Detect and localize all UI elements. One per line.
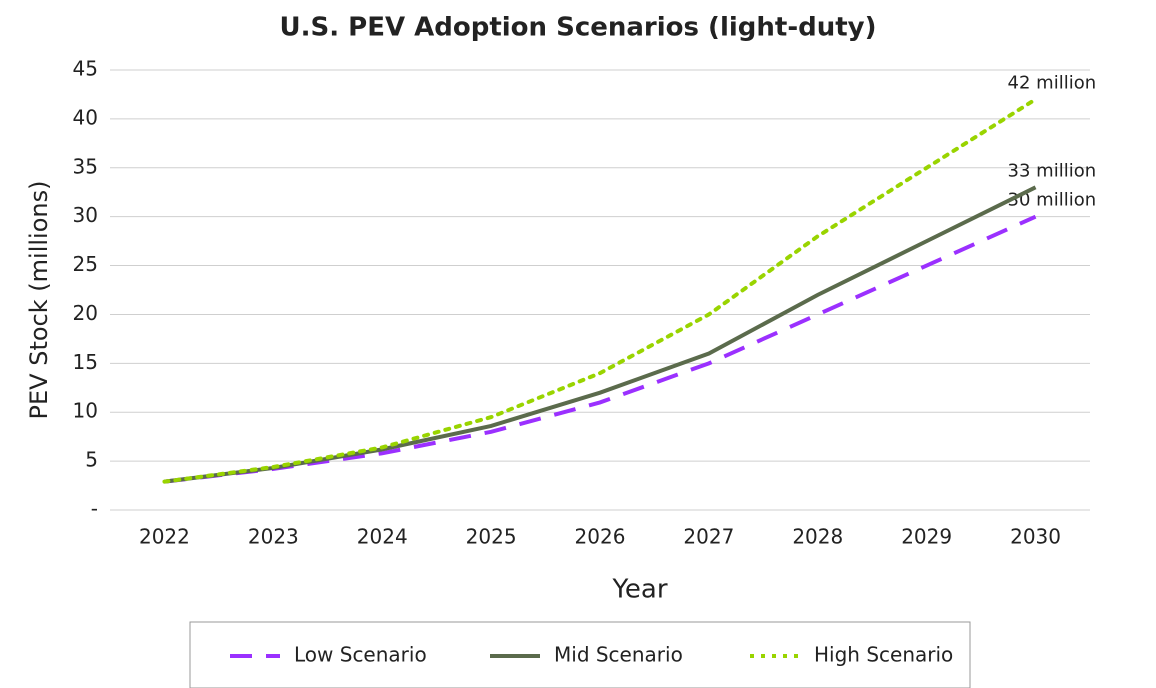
- end-annotation: 30 million: [1008, 190, 1097, 211]
- y-tick-label: 15: [73, 350, 98, 374]
- y-tick-label: 40: [73, 105, 98, 129]
- x-tick-label: 2030: [1010, 525, 1061, 549]
- y-tick-label: -: [91, 497, 98, 521]
- x-tick-label: 2028: [792, 525, 843, 549]
- y-tick-label: 20: [73, 301, 98, 325]
- x-tick-label: 2026: [575, 525, 626, 549]
- y-tick-label: 5: [85, 448, 98, 472]
- legend-box: [189, 621, 971, 688]
- end-annotation: 42 million: [1008, 72, 1097, 93]
- x-tick-label: 2027: [683, 525, 734, 549]
- legend-label: Low Scenario: [294, 643, 427, 667]
- series-line: [162, 97, 1038, 484]
- y-axis-title: PEV Stock (millions): [25, 181, 53, 420]
- x-tick-label: 2024: [357, 525, 408, 549]
- x-tick-label: 2029: [901, 525, 952, 549]
- y-tick-label: 30: [73, 203, 98, 227]
- chart-title: U.S. PEV Adoption Scenarios (light-duty): [280, 13, 877, 43]
- y-tick-label: 25: [73, 252, 98, 276]
- series-line: [164, 214, 1037, 484]
- y-tick-label: 35: [73, 154, 98, 178]
- y-tick-label: 45: [73, 57, 98, 81]
- x-tick-label: 2025: [466, 525, 517, 549]
- series-line: [164, 185, 1037, 484]
- legend-label: Mid Scenario: [554, 643, 683, 667]
- x-tick-label: 2022: [139, 525, 190, 549]
- legend-label: High Scenario: [814, 643, 953, 667]
- end-annotation: 33 million: [1008, 160, 1097, 181]
- x-axis-title: Year: [611, 575, 667, 605]
- x-tick-label: 2023: [248, 525, 299, 549]
- y-tick-label: 10: [73, 399, 98, 423]
